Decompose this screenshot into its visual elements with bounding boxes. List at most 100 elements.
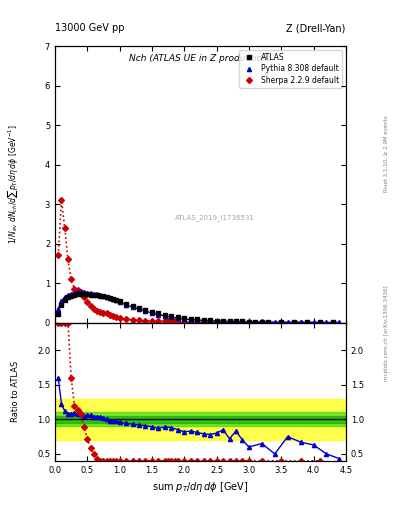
Sherpa 2.2.9 default: [208, 319, 213, 325]
Sherpa 2.2.9 default: [259, 319, 264, 326]
ATLAS: [188, 316, 193, 322]
Pythia 8.308 default: [169, 314, 174, 320]
Sherpa 2.2.9 default: [85, 299, 90, 305]
Text: Rivet 3.1.10, ≥ 2.9M events: Rivet 3.1.10, ≥ 2.9M events: [384, 115, 389, 192]
ATLAS: [85, 291, 90, 297]
Pythia 8.308 default: [98, 292, 103, 298]
ATLAS: [246, 318, 251, 325]
Legend: ATLAS, Pythia 8.308 default, Sherpa 2.2.9 default: ATLAS, Pythia 8.308 default, Sherpa 2.2.…: [239, 50, 342, 88]
Sherpa 2.2.9 default: [298, 319, 303, 326]
Pythia 8.308 default: [175, 315, 180, 322]
ATLAS: [59, 302, 64, 308]
ATLAS: [233, 318, 238, 325]
Sherpa 2.2.9 default: [124, 316, 129, 322]
ATLAS: [266, 318, 271, 325]
Sherpa 2.2.9 default: [114, 314, 119, 320]
Sherpa 2.2.9 default: [227, 319, 232, 326]
Sherpa 2.2.9 default: [163, 318, 167, 325]
Sherpa 2.2.9 default: [182, 319, 187, 325]
Sherpa 2.2.9 default: [166, 318, 171, 324]
Line: Sherpa 2.2.9 default: Sherpa 2.2.9 default: [56, 198, 322, 325]
ATLAS: [150, 309, 154, 315]
ATLAS: [156, 310, 161, 316]
Pythia 8.308 default: [79, 289, 83, 295]
ATLAS: [114, 297, 119, 303]
Sherpa 2.2.9 default: [111, 313, 116, 319]
Sherpa 2.2.9 default: [169, 318, 174, 325]
Pythia 8.308 default: [208, 317, 213, 324]
ATLAS: [111, 296, 116, 302]
Pythia 8.308 default: [59, 298, 64, 304]
ATLAS: [101, 293, 106, 299]
Pythia 8.308 default: [69, 291, 73, 297]
Sherpa 2.2.9 default: [143, 318, 148, 324]
Sherpa 2.2.9 default: [105, 310, 109, 316]
ATLAS: [69, 293, 73, 299]
Pythia 8.308 default: [124, 302, 129, 308]
Pythia 8.308 default: [272, 319, 277, 325]
Sherpa 2.2.9 default: [214, 319, 219, 326]
Sherpa 2.2.9 default: [108, 312, 112, 318]
Line: Pythia 8.308 default: Pythia 8.308 default: [56, 290, 342, 325]
ATLAS: [143, 307, 148, 313]
Pythia 8.308 default: [227, 318, 232, 325]
Pythia 8.308 default: [163, 313, 167, 319]
ATLAS: [66, 294, 70, 300]
Sherpa 2.2.9 default: [201, 319, 206, 325]
Sherpa 2.2.9 default: [156, 318, 161, 324]
Pythia 8.308 default: [62, 294, 67, 300]
Pythia 8.308 default: [111, 296, 116, 302]
Y-axis label: Ratio to ATLAS: Ratio to ATLAS: [11, 361, 20, 422]
ATLAS: [169, 313, 174, 319]
ATLAS: [305, 319, 309, 325]
ATLAS: [92, 292, 96, 298]
Sherpa 2.2.9 default: [318, 319, 322, 326]
ATLAS: [117, 298, 122, 304]
ATLAS: [79, 291, 83, 297]
Sherpa 2.2.9 default: [175, 318, 180, 325]
Sherpa 2.2.9 default: [79, 289, 83, 295]
ATLAS: [130, 303, 135, 309]
ATLAS: [253, 318, 258, 325]
Pythia 8.308 default: [85, 289, 90, 295]
Sherpa 2.2.9 default: [130, 317, 135, 323]
Pythia 8.308 default: [108, 295, 112, 301]
ATLAS: [56, 311, 61, 317]
Pythia 8.308 default: [195, 317, 200, 323]
Text: mcplots.cern.ch [arXiv:1306.3436]: mcplots.cern.ch [arXiv:1306.3436]: [384, 285, 389, 380]
Pythia 8.308 default: [137, 306, 141, 312]
Sherpa 2.2.9 default: [117, 315, 122, 321]
Sherpa 2.2.9 default: [240, 319, 245, 326]
ATLAS: [108, 294, 112, 301]
Pythia 8.308 default: [285, 319, 290, 325]
Sherpa 2.2.9 default: [195, 319, 200, 325]
Sherpa 2.2.9 default: [69, 276, 73, 282]
Pythia 8.308 default: [214, 318, 219, 324]
Sherpa 2.2.9 default: [221, 319, 226, 326]
ATLAS: [221, 318, 226, 324]
Sherpa 2.2.9 default: [279, 319, 284, 326]
Pythia 8.308 default: [143, 308, 148, 314]
Pythia 8.308 default: [114, 297, 119, 304]
Sherpa 2.2.9 default: [56, 252, 61, 259]
Pythia 8.308 default: [298, 319, 303, 326]
ATLAS: [240, 318, 245, 325]
Pythia 8.308 default: [92, 291, 96, 297]
ATLAS: [259, 318, 264, 325]
Sherpa 2.2.9 default: [150, 318, 154, 324]
Pythia 8.308 default: [130, 304, 135, 310]
Pythia 8.308 default: [246, 319, 251, 325]
Sherpa 2.2.9 default: [101, 310, 106, 316]
ATLAS: [98, 293, 103, 299]
Pythia 8.308 default: [75, 289, 80, 295]
ATLAS: [62, 296, 67, 303]
Sherpa 2.2.9 default: [66, 257, 70, 263]
Sherpa 2.2.9 default: [72, 286, 77, 292]
ATLAS: [163, 312, 167, 318]
ATLAS: [214, 317, 219, 324]
Pythia 8.308 default: [259, 319, 264, 325]
Pythia 8.308 default: [150, 310, 154, 316]
Line: ATLAS: ATLAS: [56, 291, 335, 325]
Pythia 8.308 default: [105, 294, 109, 300]
Text: Nch (ATLAS UE in Z production): Nch (ATLAS UE in Z production): [129, 54, 272, 63]
